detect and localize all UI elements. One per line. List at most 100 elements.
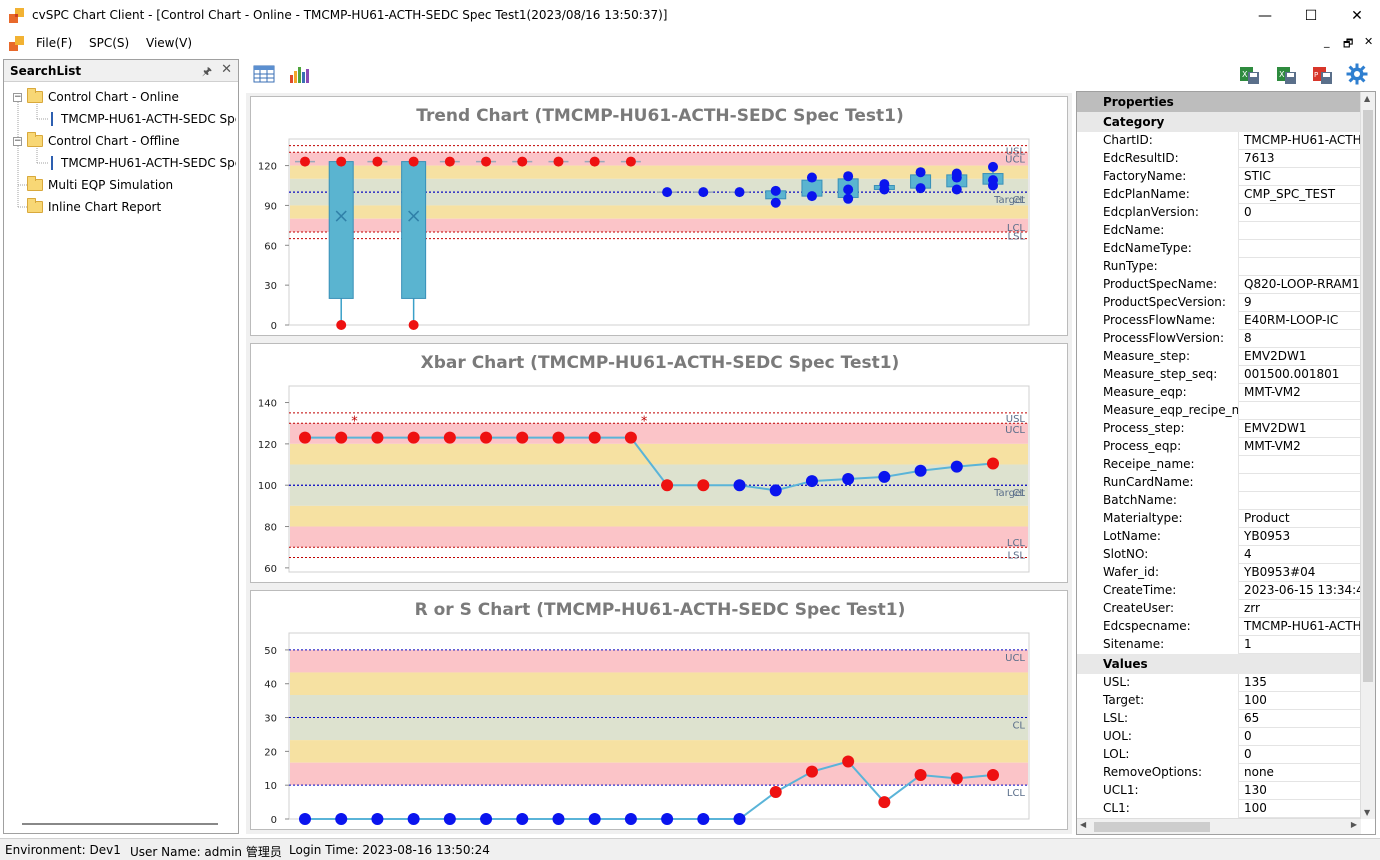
property-row[interactable]: LotName: YB0953 [1077, 528, 1361, 546]
property-row[interactable]: Target: 100 [1077, 692, 1361, 710]
collapse-icon[interactable]: − [13, 91, 22, 102]
property-value[interactable] [1240, 240, 1361, 258]
property-row[interactable]: UOL: 0 [1077, 728, 1361, 746]
property-row[interactable]: CL1: 100 [1077, 800, 1361, 818]
property-value[interactable]: 135 [1244, 675, 1267, 689]
property-value[interactable] [1240, 222, 1361, 240]
h-scroll-thumb[interactable] [1094, 822, 1210, 832]
property-row[interactable]: ProcessFlowVersion: 8 [1077, 330, 1361, 348]
property-row[interactable]: Edcspecname: TMCMP-HU61-ACTH-SEDC Spec Te… [1077, 618, 1361, 636]
category-section[interactable]: Category [1077, 112, 1361, 132]
xbar-chart-panel[interactable]: Xbar Chart (TMCMP-HU61-ACTH-SEDC Spec Te… [250, 343, 1068, 583]
trend-chart-panel[interactable]: Trend Chart (TMCMP-HU61-ACTH-SEDC Spec T… [250, 96, 1068, 336]
property-row[interactable]: EdcResultID: 7613 [1077, 150, 1361, 168]
property-value[interactable]: Product [1244, 511, 1290, 525]
property-row[interactable]: USL: 135 [1077, 674, 1361, 692]
property-value[interactable]: Q820-LOOP-RRAM1 [1244, 277, 1360, 291]
property-row[interactable]: Receipe_name: [1077, 456, 1361, 474]
property-value[interactable]: 65 [1244, 711, 1260, 725]
tree-node-online[interactable]: − Control Chart - Online [13, 87, 179, 107]
property-row[interactable]: EdcName: [1077, 222, 1361, 240]
property-row[interactable]: FactoryName: STIC [1077, 168, 1361, 186]
property-row[interactable]: SlotNO: 4 [1077, 546, 1361, 564]
property-row[interactable]: ChartID: TMCMP-HU61-ACTH-SEDC Spec Test1 [1077, 132, 1361, 150]
panel-close-icon[interactable]: ✕ [221, 62, 232, 77]
property-row[interactable]: Measure_step: EMV2DW1 [1077, 348, 1361, 366]
r-s-chart-panel[interactable]: R or S Chart (TMCMP-HU61-ACTH-SEDC Spec … [250, 590, 1068, 830]
bar-chart-icon[interactable] [288, 63, 310, 85]
scroll-right-icon[interactable]: ▶ [1350, 820, 1357, 829]
app-menu-icon[interactable] [9, 36, 25, 52]
property-row[interactable]: CreateTime: 2023-06-15 13:34:41 [1077, 582, 1361, 600]
mdi-restore-button[interactable]: 🗗 [1343, 37, 1354, 50]
property-value[interactable]: TMCMP-HU61-ACTH-SEDC Spec Test1 [1244, 619, 1361, 633]
property-row[interactable]: EdcNameType: [1077, 240, 1361, 258]
property-value[interactable]: 1 [1244, 637, 1252, 651]
scroll-down-icon[interactable]: ▼ [1364, 808, 1371, 817]
property-value[interactable]: 9 [1244, 295, 1252, 309]
property-value[interactable]: 8 [1244, 331, 1252, 345]
property-row[interactable]: UCL1: 130 [1077, 782, 1361, 800]
property-row[interactable]: Materialtype: Product [1077, 510, 1361, 528]
property-value[interactable]: none [1244, 765, 1274, 779]
property-row[interactable]: LOL: 0 [1077, 746, 1361, 764]
property-row[interactable]: RunCardName: [1077, 474, 1361, 492]
mdi-close-button[interactable]: ✕ [1364, 35, 1374, 48]
menu-view[interactable]: View(V) [146, 36, 193, 50]
property-value[interactable]: 001500.001801 [1244, 367, 1340, 381]
horizontal-scrollbar[interactable] [22, 823, 218, 825]
tree-node-online-chart[interactable]: TMCMP-HU61-ACTH-SEDC Spec Test1 [51, 109, 236, 129]
property-value[interactable]: 100 [1244, 693, 1267, 707]
property-row[interactable]: LSL: 65 [1077, 710, 1361, 728]
export-excel-icon[interactable]: X [1238, 63, 1260, 85]
close-button[interactable]: ✕ [1334, 0, 1380, 32]
property-value[interactable]: EMV2DW1 [1244, 421, 1307, 435]
scroll-up-icon[interactable]: ▲ [1364, 94, 1371, 103]
property-value[interactable] [1240, 402, 1361, 420]
property-row[interactable]: Process_step: EMV2DW1 [1077, 420, 1361, 438]
property-value[interactable]: MMT-VM2 [1244, 385, 1301, 399]
tree-node-offline-chart[interactable]: TMCMP-HU61-ACTH-SEDC Spec Test1 [51, 153, 236, 173]
property-value[interactable]: 130 [1244, 783, 1267, 797]
property-row[interactable]: EdcPlanName: CMP_SPC_TEST [1077, 186, 1361, 204]
property-value[interactable]: E40RM-LOOP-IC [1244, 313, 1339, 327]
values-section[interactable]: Values [1077, 654, 1361, 674]
property-row[interactable]: Measure_eqp_recipe_name: [1077, 402, 1361, 420]
property-value[interactable]: CMP_SPC_TEST [1244, 187, 1336, 201]
property-row[interactable]: Process_eqp: MMT-VM2 [1077, 438, 1361, 456]
tree-node-multi-eqp[interactable]: Multi EQP Simulation [27, 175, 173, 195]
property-value[interactable]: 7613 [1244, 151, 1275, 165]
property-value[interactable]: 4 [1244, 547, 1252, 561]
property-row[interactable]: Measure_step_seq: 001500.001801 [1077, 366, 1361, 384]
property-value[interactable]: YB0953 [1244, 529, 1291, 543]
maximize-button[interactable]: ☐ [1288, 0, 1334, 32]
property-value[interactable] [1240, 474, 1361, 492]
property-value[interactable]: YB0953#04 [1244, 565, 1316, 579]
property-row[interactable]: Measure_eqp: MMT-VM2 [1077, 384, 1361, 402]
settings-gear-icon[interactable] [1346, 63, 1368, 85]
collapse-icon[interactable]: − [13, 135, 22, 146]
menu-spc[interactable]: SPC(S) [89, 36, 130, 50]
properties-vertical-scrollbar[interactable]: ▲ ▼ [1360, 92, 1375, 819]
scroll-left-icon[interactable]: ◀ [1080, 820, 1087, 829]
minimize-button[interactable]: — [1242, 0, 1288, 32]
properties-horizontal-scrollbar[interactable]: ◀ ▶ [1077, 818, 1361, 834]
pin-icon[interactable]: 🖈 [201, 65, 212, 78]
property-row[interactable]: Wafer_id: YB0953#04 [1077, 564, 1361, 582]
property-value[interactable]: TMCMP-HU61-ACTH-SEDC Spec Test1 [1244, 133, 1361, 147]
property-row[interactable]: ProcessFlowName: E40RM-LOOP-IC [1077, 312, 1361, 330]
property-row[interactable]: EdcplanVersion: 0 [1077, 204, 1361, 222]
property-value[interactable]: 2023-06-15 13:34:41 [1244, 583, 1361, 597]
property-value[interactable]: 0 [1244, 747, 1252, 761]
table-icon[interactable] [253, 63, 275, 85]
property-value[interactable] [1240, 456, 1361, 474]
tree-node-offline[interactable]: − Control Chart - Offline [13, 131, 180, 151]
property-row[interactable]: ProductSpecName: Q820-LOOP-RRAM1 [1077, 276, 1361, 294]
property-value[interactable]: zrr [1244, 601, 1260, 615]
property-row[interactable]: ProductSpecVersion: 9 [1077, 294, 1361, 312]
save-pdf-icon[interactable]: P [1311, 63, 1333, 85]
property-value[interactable]: MMT-VM2 [1244, 439, 1301, 453]
property-value[interactable]: 100 [1244, 801, 1267, 815]
tree-node-inline-report[interactable]: Inline Chart Report [27, 197, 161, 217]
save-excel-icon[interactable]: X [1275, 63, 1297, 85]
